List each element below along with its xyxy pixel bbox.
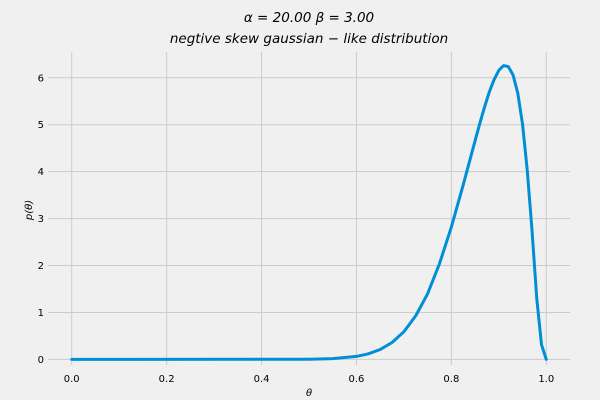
y-tick-label: 6: [38, 73, 44, 84]
y-tick-label: 0: [38, 355, 44, 366]
y-tick-label: 2: [38, 261, 44, 272]
x-tick-label: 1.0: [538, 374, 554, 385]
y-axis-label: p(θ): [24, 200, 35, 221]
chart-title: α = 20.00 β = 3.00: [244, 10, 374, 26]
chart-subtitle: negtive skew gaussian − like distributio…: [170, 31, 448, 47]
series-line: [70, 64, 548, 361]
tick-labels: 0.0 0.2 0.4 0.6 0.8 1.0 0 1 2 3 4 5 6: [38, 73, 555, 385]
y-tick-label: 4: [38, 167, 44, 178]
grid: [48, 52, 570, 365]
x-tick-label: 0.8: [443, 374, 459, 385]
y-tick-label: 3: [38, 214, 44, 225]
x-tick-label: 0.6: [349, 374, 365, 385]
x-tick-label: 0.2: [159, 374, 175, 385]
x-axis-label: θ: [306, 388, 312, 399]
x-tick-label: 0.4: [254, 374, 270, 385]
y-tick-label: 5: [38, 120, 44, 131]
y-tick-label: 1: [38, 308, 44, 319]
x-tick-label: 0.0: [64, 374, 80, 385]
